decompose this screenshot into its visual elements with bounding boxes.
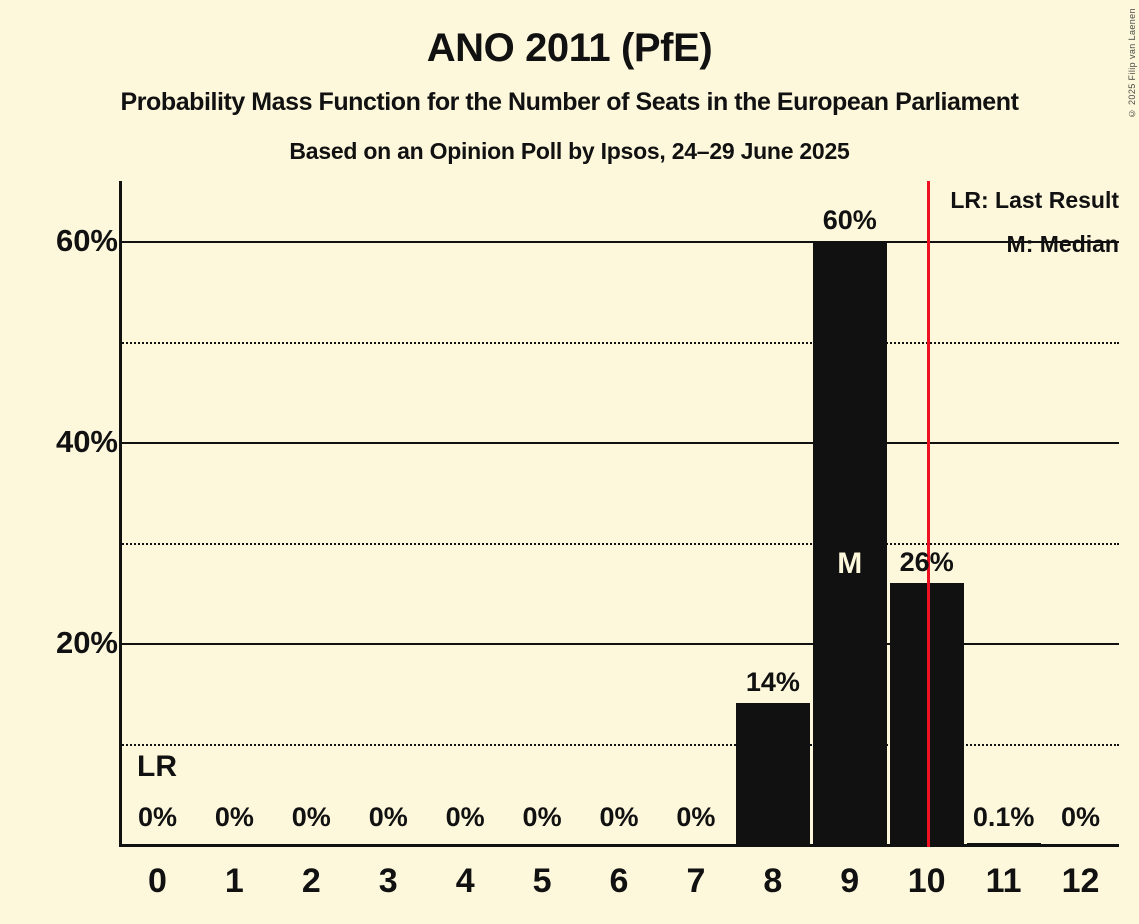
x-tick-label: 1 — [224, 862, 244, 900]
bar — [735, 703, 810, 844]
gridline-minor — [119, 341, 1119, 344]
x-tick-label: 8 — [763, 862, 783, 900]
bar-value-label: 0% — [368, 802, 408, 832]
bar-value-label: 0% — [291, 802, 331, 832]
bar — [966, 843, 1041, 844]
plot-area: 0% 0% 0% 0% 0% 0% 0% 0% 14% 60% 26% 0.1% 0% M LR LR: L… — [119, 181, 1119, 847]
bar-value-label: 0% — [522, 802, 562, 832]
gridline-minor — [119, 542, 1119, 545]
x-tick-label: 3 — [378, 862, 398, 900]
chart-subtitle: Probability Mass Function for the Number… — [120, 88, 1019, 116]
x-tick-label: 9 — [840, 862, 860, 900]
bar — [812, 241, 887, 844]
gridline-major — [119, 241, 1119, 244]
y-tick-label: 60% — [55, 223, 118, 259]
x-tick-label: 0 — [148, 862, 167, 900]
copyright-notice: © 2025 Filip van Laenen — [1127, 8, 1137, 119]
x-tick-label: 4 — [455, 862, 475, 900]
median-marker-label: M — [837, 546, 863, 580]
bar-value-label: 0% — [445, 802, 485, 832]
last-result-line — [926, 181, 930, 847]
y-tick-label: 40% — [55, 424, 118, 460]
legend-median: M: Median — [1006, 231, 1119, 257]
y-tick-label: 20% — [55, 625, 118, 661]
x-axis-line — [119, 844, 1119, 847]
bar-value-label: 60% — [822, 205, 877, 236]
x-tick-label: 6 — [609, 862, 629, 900]
x-tick-label: 2 — [301, 862, 321, 900]
bar-value-label: 0% — [1061, 802, 1101, 832]
gridline-minor — [119, 743, 1119, 746]
last-result-marker-label: LR — [137, 749, 177, 783]
x-tick-label: 10 — [907, 862, 946, 900]
y-axis-line — [119, 181, 122, 847]
bar-value-label: 14% — [745, 667, 800, 698]
x-tick-label: 5 — [532, 862, 552, 900]
bar-value-label: 0% — [599, 802, 639, 832]
bar-value-label: 0% — [214, 802, 254, 832]
gridline-major — [119, 442, 1119, 445]
bar-value-label: 0% — [137, 802, 177, 832]
bar-value-label: 26% — [899, 546, 954, 577]
x-tick-label: 12 — [1061, 862, 1100, 900]
bar-value-label: 0% — [676, 802, 716, 832]
gridline-major — [119, 643, 1119, 646]
legend-last-result: LR: Last Result — [950, 187, 1119, 213]
chart-source-note: Based on an Opinion Poll by Ipsos, 24–29… — [289, 138, 850, 164]
x-axis-tick-labels: 0 1 2 3 4 5 6 7 8 9 10 11 12 — [119, 862, 1119, 912]
page-title: ANO 2011 (PfE) — [426, 26, 713, 70]
x-tick-label: 11 — [985, 862, 1022, 900]
bar-value-label: 0.1% — [972, 802, 1035, 832]
bar — [889, 582, 964, 844]
x-tick-label: 7 — [686, 862, 706, 900]
